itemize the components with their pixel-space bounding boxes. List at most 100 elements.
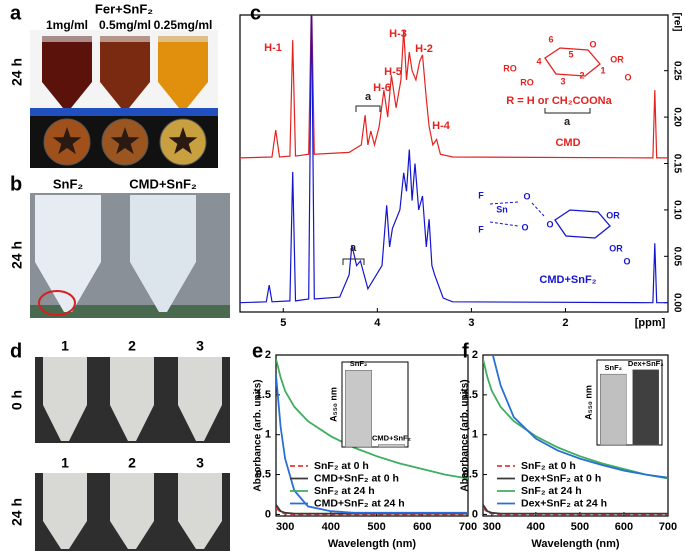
annotation: O [523, 191, 530, 201]
y-tick-label: 0 [265, 508, 271, 520]
inset-y-label: A₅₅₀ nm [328, 387, 338, 422]
shelf [30, 108, 218, 116]
x-tick-label: 700 [459, 521, 477, 533]
annotation: CMD [555, 137, 580, 149]
annotation: F [478, 224, 484, 234]
x-tick-label: 700 [659, 521, 677, 533]
annotation: OR [610, 54, 624, 64]
annotation: OR [606, 210, 620, 220]
bar [378, 444, 405, 448]
plot-frame [275, 354, 469, 517]
series-line [491, 355, 668, 479]
concentration-label: 1mg/ml [46, 18, 88, 32]
y-tick-label: 1 [472, 429, 478, 441]
series-line [240, 15, 668, 159]
tube [178, 473, 222, 549]
y-tick-label: 2 [265, 349, 271, 361]
tube [100, 36, 150, 108]
x-axis-label: [ppm] [635, 317, 666, 329]
tube-rim [42, 36, 92, 42]
time-label: 0 h [9, 390, 25, 410]
series-line [240, 15, 668, 304]
x-tick-label: 400 [322, 521, 340, 533]
x-axis-label: Wavelength (nm) [328, 538, 417, 550]
annotation: RO [503, 63, 517, 73]
legend-label: Dex+SnF₂ at 24 h [521, 497, 607, 509]
tube [178, 357, 222, 441]
concentration-label: 0.5mg/ml [99, 18, 151, 32]
time-label: 24 h [9, 58, 25, 86]
tube-number: 1 [61, 455, 69, 471]
bar-label: SnF₂ [350, 359, 368, 368]
y-axis-label: [rel] [671, 13, 682, 32]
annotation: H-6 [373, 82, 391, 94]
legend-label: SnF₂ at 24 h [521, 485, 582, 497]
time-label: 24 h [9, 498, 25, 526]
x-tick-label: 300 [276, 521, 294, 533]
annotation: 3 [560, 76, 565, 86]
annotation: Sn [496, 204, 508, 214]
tube-number: 3 [196, 455, 204, 471]
annotation: O [546, 219, 553, 229]
series-line [483, 358, 668, 480]
x-tick-label: 300 [483, 521, 501, 533]
panel-label: b [10, 173, 22, 195]
y-tick-label: 2 [472, 349, 478, 361]
y-axis-label: Absorbance (arb. units) [253, 379, 264, 491]
plot-frame [482, 354, 669, 517]
annotation: H-2 [415, 43, 433, 55]
ring [554, 209, 611, 239]
series-line [276, 374, 468, 514]
photos [30, 30, 230, 551]
annotation: CMD+SnF₂ [539, 274, 596, 286]
tube [43, 473, 87, 549]
legend-label: CMD+SnF₂ at 0 h [314, 472, 399, 484]
tube-number: 3 [196, 338, 204, 354]
tube-rim [158, 36, 208, 42]
bracket [342, 258, 365, 265]
legend-label: SnF₂ at 0 h [521, 460, 576, 472]
panel-label: d [10, 340, 22, 362]
series-line [483, 504, 668, 515]
x-tick-label: 400 [527, 521, 545, 533]
panel-label: e [252, 340, 263, 362]
x-tick-label: 500 [571, 521, 589, 533]
star [168, 127, 198, 155]
time-label: 24 h [9, 241, 25, 269]
annotation: H-5 [384, 66, 402, 78]
ring [544, 47, 601, 77]
tube [158, 36, 208, 108]
highlight-circle [38, 290, 76, 316]
bar [600, 373, 627, 446]
panel-label: a [10, 2, 22, 24]
annotation: a [350, 242, 357, 254]
y-tick-label: 1.5 [256, 389, 271, 401]
annotation: O [624, 72, 631, 82]
legend-label: SnF₂ at 0 h [314, 460, 369, 472]
bracket [544, 108, 591, 114]
bar [632, 369, 659, 446]
sample-label: CMD+SnF₂ [129, 176, 197, 191]
x-tick-label: 4 [374, 317, 381, 329]
panel-label: f [462, 340, 469, 362]
tube [130, 195, 196, 312]
legend-label: CMD+SnF₂ at 24 h [314, 497, 405, 509]
legend-label: Dex+SnF₂ at 0 h [521, 472, 601, 484]
annotation: a [564, 116, 571, 128]
x-tick-label: 3 [468, 317, 474, 329]
star [52, 127, 82, 155]
tube-rim [100, 36, 150, 42]
annotation: RO [520, 77, 534, 87]
annotation: 5 [568, 49, 573, 59]
x-tick-label: 600 [615, 521, 633, 533]
y-tick-label: 0.15 [671, 154, 682, 174]
y-tick-label: 1 [265, 429, 271, 441]
y-tick-label: 0.10 [671, 200, 682, 220]
tube [110, 357, 154, 441]
plot-frame [239, 14, 669, 313]
annotation: OR [609, 243, 623, 253]
legend-label: SnF₂ at 24 h [314, 485, 375, 497]
bond [489, 201, 545, 227]
y-tick-label: 0.5 [463, 468, 478, 480]
photo-floor [30, 305, 230, 318]
